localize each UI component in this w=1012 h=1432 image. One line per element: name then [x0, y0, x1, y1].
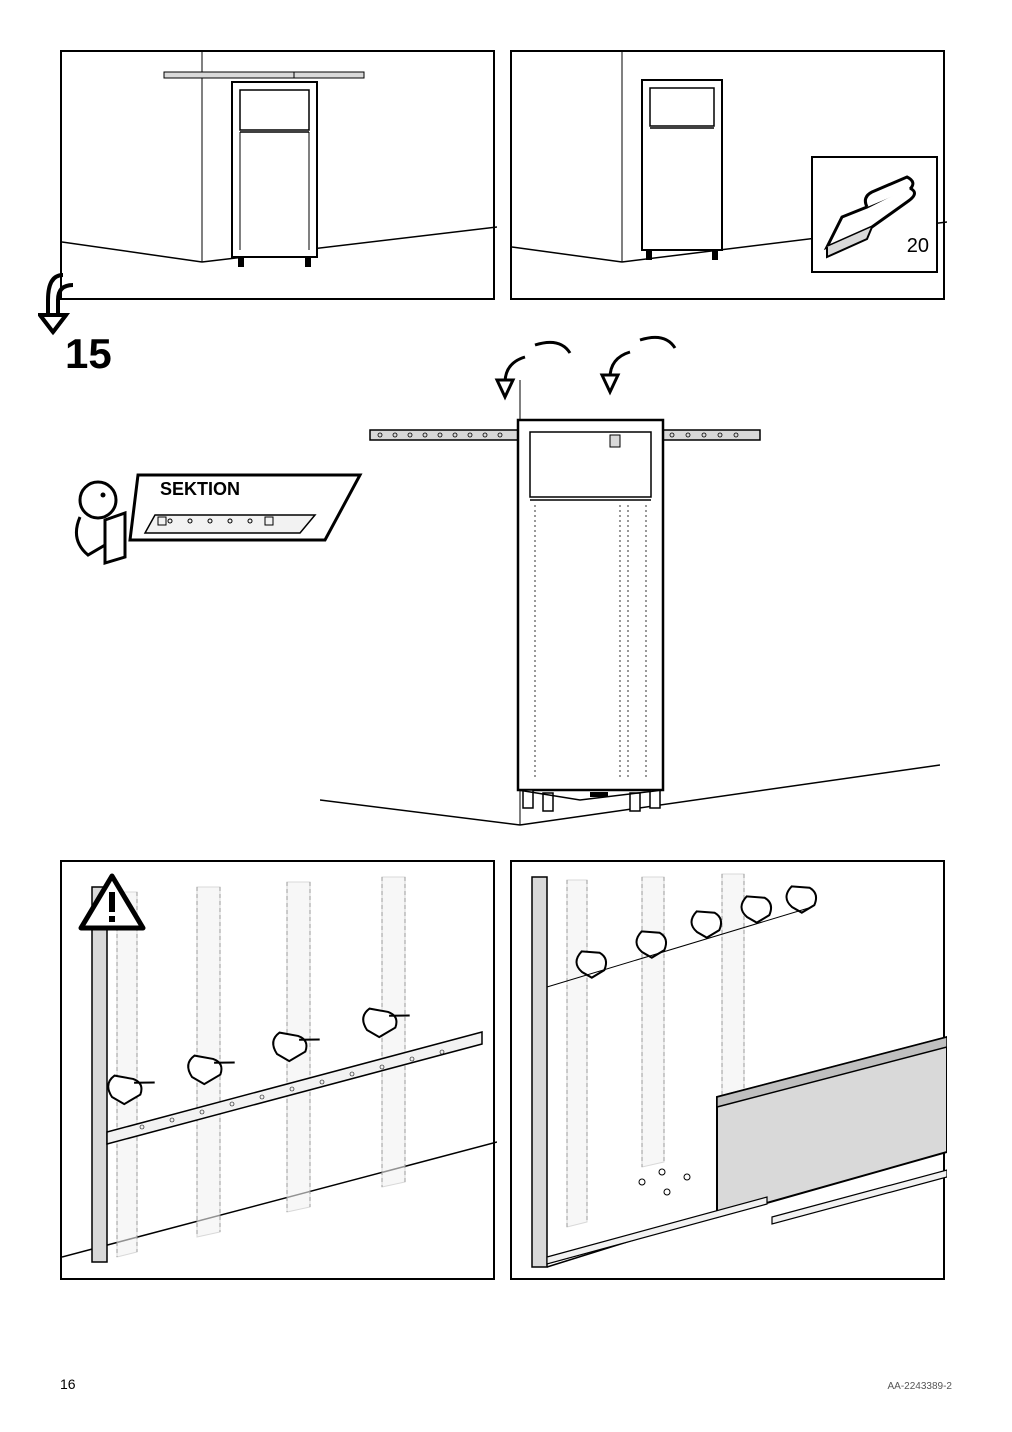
illustration-cabinet-room-b [512, 52, 947, 302]
panel-prev-step-a [60, 50, 495, 300]
product-name-label: SEKTION [160, 479, 240, 500]
illustration-rail-base-cabinet [512, 862, 947, 1282]
illustration-hang-on-rail [320, 320, 940, 850]
panel-rail-with-base [510, 860, 945, 1280]
page-number: 16 [60, 1376, 76, 1392]
document-id: AA-2243389-2 [888, 1381, 953, 1392]
warning-icon [77, 872, 147, 934]
panel-prev-step-b: 20 [510, 50, 945, 300]
illustration-cabinet-room-a [62, 52, 497, 302]
page-reference-20: 20 [907, 235, 929, 258]
panel-warning-rail-install [60, 860, 495, 1280]
main-hang-illustration [320, 320, 940, 850]
step-number: 15 [65, 330, 112, 378]
